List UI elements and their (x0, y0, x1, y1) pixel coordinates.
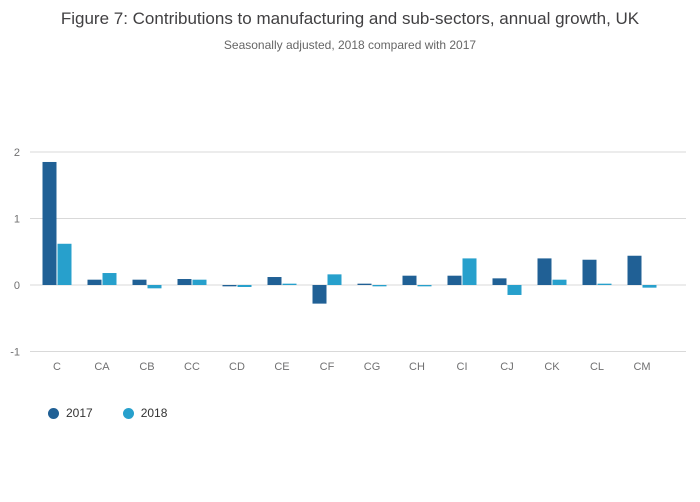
legend-label-2017: 2017 (66, 406, 93, 420)
x-tick-label: CJ (500, 361, 513, 373)
chart-subtitle: Seasonally adjusted, 2018 compared with … (223, 38, 477, 53)
legend-item-2018[interactable]: 2018 (122, 406, 168, 420)
x-tick-label: CB (139, 361, 154, 373)
x-tick-label: CM (633, 361, 650, 373)
bar-2017-C (42, 161, 57, 285)
x-tick-label: CG (364, 361, 381, 373)
bar-2017-CB (132, 279, 147, 285)
bar-2018-CB (147, 285, 162, 289)
bar-2017-CH (402, 275, 417, 285)
bar-2018-CK (552, 279, 567, 285)
bar-chart-canvas: 2 1 0 -1 C CA CB CC CD CE CF CG CH CI CJ CK CL CM (10, 147, 686, 373)
bar-2018-CJ (507, 285, 522, 295)
bar-2017-CI (447, 275, 462, 285)
x-tick-label: CF (320, 361, 335, 373)
bar-2017-CJ (492, 278, 507, 285)
x-tick-label: CI (457, 361, 468, 373)
legend-label-2018: 2018 (140, 406, 168, 420)
x-tick-label: CE (274, 361, 289, 373)
x-tick-label: CH (409, 361, 425, 373)
x-tick-label: CC (184, 361, 200, 373)
bar-2017-CG (357, 283, 372, 285)
bar-2018-CF (327, 274, 342, 285)
legend-swatch-2017-icon (48, 407, 59, 419)
y-tick-label: 0 (14, 280, 20, 292)
bar-2018-CE (282, 283, 297, 285)
bar-2017-CL (582, 259, 597, 285)
bar-2018-CA (102, 273, 117, 285)
bar-2017-CM (627, 255, 642, 285)
bar-2018-C (57, 243, 72, 285)
bar-2018-CG (372, 285, 387, 287)
bar-2017-CD (222, 285, 237, 287)
chart-legend: 2017 2018 (48, 406, 167, 420)
bar-2017-CE (267, 277, 282, 285)
x-tick-label: CL (590, 361, 604, 373)
chart-header: Figure 7: Contributions to manufacturing… (0, 8, 700, 52)
x-tick-label: CK (544, 361, 560, 373)
chart-title: Figure 7: Contributions to manufacturing… (60, 9, 640, 28)
y-tick-label: -1 (10, 347, 20, 359)
bar-2018-CH (417, 285, 432, 287)
y-tick-label: 2 (14, 147, 20, 159)
legend-item-2017[interactable]: 2017 (48, 406, 93, 420)
x-tick-label: CD (229, 361, 245, 373)
bar-2018-CM (642, 285, 657, 288)
bar-2018-CC (192, 279, 207, 285)
bar-2017-CF (312, 285, 327, 304)
x-tick-label: C (53, 361, 61, 373)
bar-2017-CA (87, 279, 102, 285)
bar-2018-CD (237, 285, 252, 287)
bar-2017-CC (177, 279, 192, 285)
bar-2017-CK (537, 258, 552, 285)
bar-2018-CL (597, 283, 612, 285)
y-tick-label: 1 (14, 214, 20, 226)
legend-swatch-2018-icon (122, 407, 134, 419)
x-tick-label: CA (94, 361, 110, 373)
bar-2018-CI (462, 258, 477, 285)
